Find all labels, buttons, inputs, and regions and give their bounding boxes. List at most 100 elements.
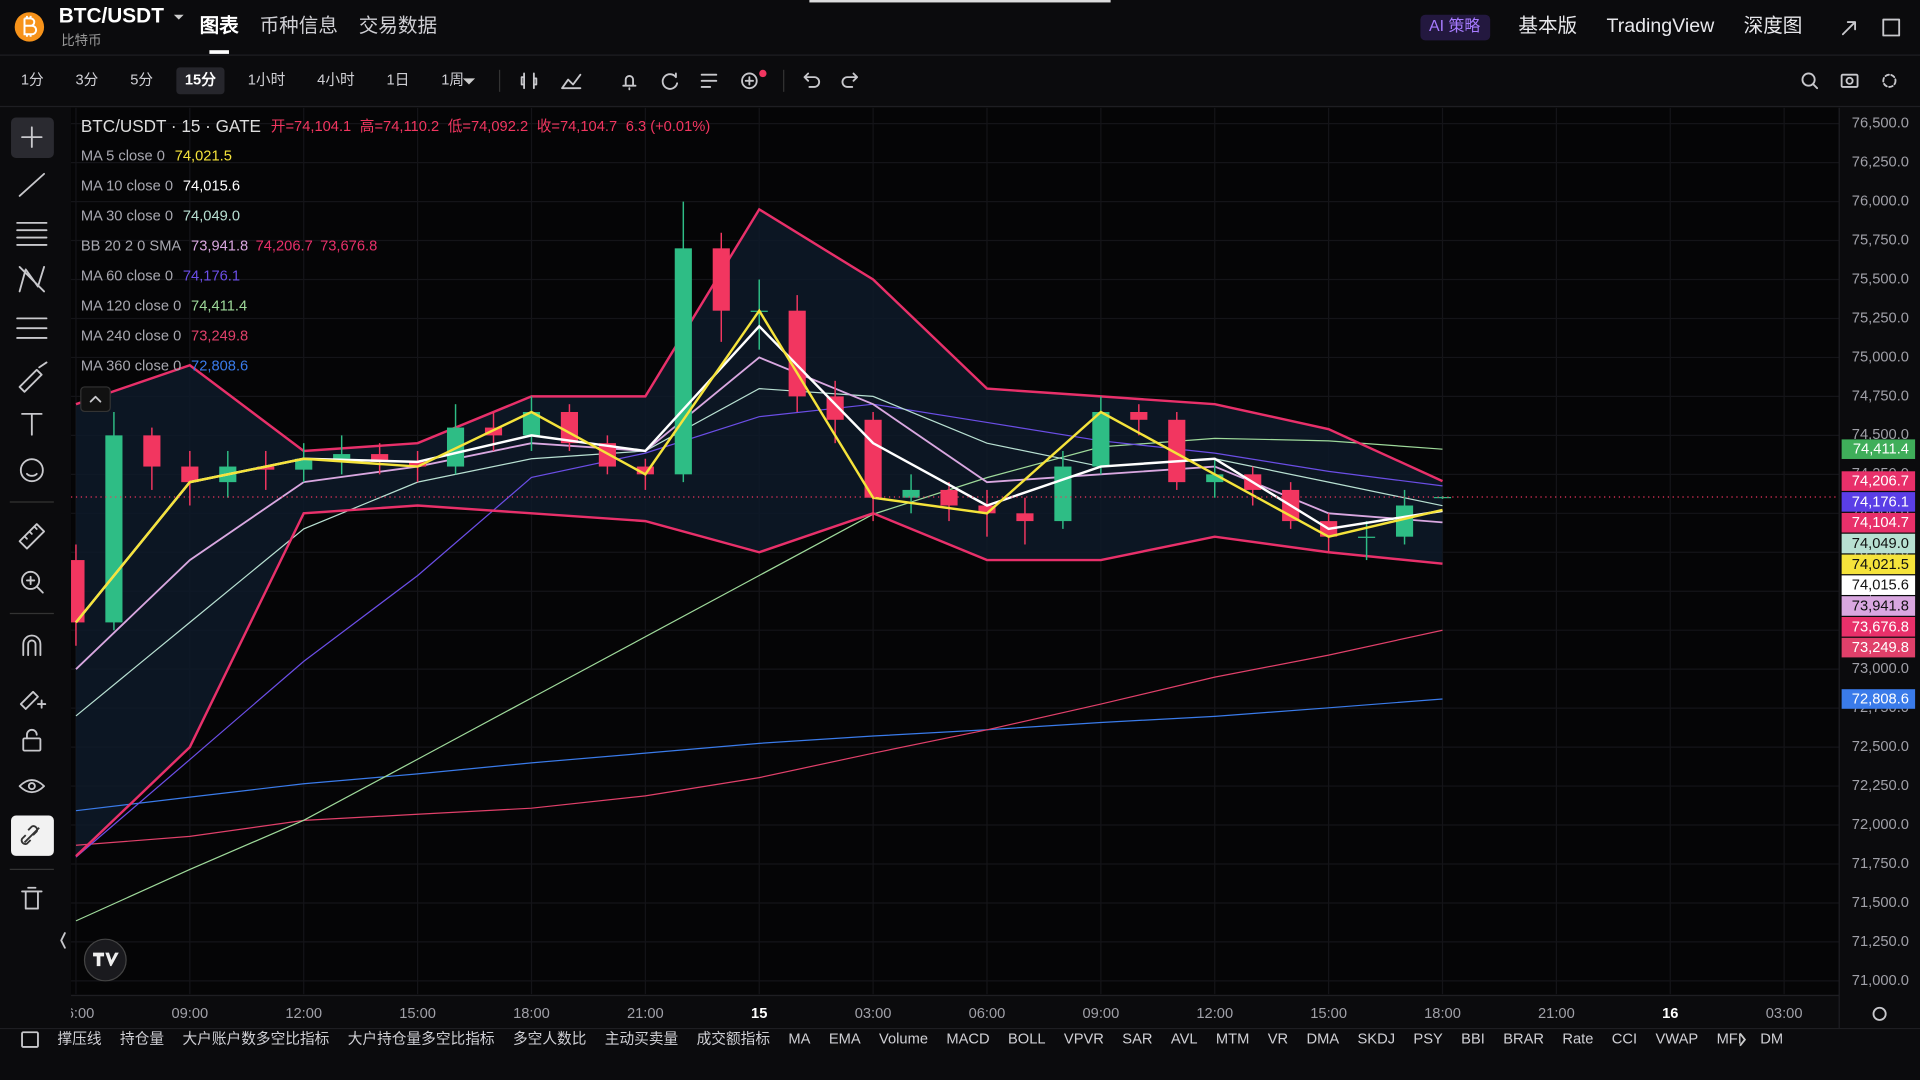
candle-body — [788, 310, 806, 397]
ai-badge-text[interactable]: AI 策略 — [1429, 17, 1480, 35]
indicator[interactable]: 主动买卖量 — [605, 1030, 679, 1047]
indicator[interactable]: 大户账户数多空比指标 — [182, 1030, 329, 1047]
candle-body — [902, 489, 920, 498]
interval[interactable]: 5分 — [130, 72, 153, 89]
indicator[interactable]: VR — [1268, 1031, 1288, 1047]
symbol-dropdown[interactable] — [173, 14, 184, 20]
legend-name: MA 10 close 0 — [81, 179, 173, 195]
redo-icon[interactable] — [841, 72, 859, 88]
indicator[interactable]: MTM — [1216, 1031, 1249, 1047]
window-icon[interactable] — [1882, 18, 1901, 37]
search-icon[interactable] — [1801, 72, 1816, 87]
drawing-tools — [9, 117, 66, 949]
indicator[interactable]: DM — [1760, 1031, 1783, 1047]
magnet-tool[interactable] — [22, 634, 42, 657]
line-tool[interactable] — [18, 172, 45, 197]
interval[interactable]: 4小时 — [317, 72, 355, 89]
price-tick-label: 76,250.0 — [1852, 154, 1909, 170]
indicator[interactable]: CCI — [1612, 1031, 1637, 1047]
add-icon[interactable] — [741, 72, 758, 90]
indicator[interactable]: 多空人数比 — [513, 1030, 586, 1047]
header-link[interactable]: TradingView — [1607, 15, 1716, 37]
lock-draw-tool[interactable] — [19, 690, 47, 710]
indicator[interactable]: 成交额指标 — [697, 1029, 771, 1047]
indicator[interactable]: AVL — [1171, 1031, 1198, 1047]
interval[interactable]: 1周 — [441, 72, 464, 89]
replay-icon[interactable] — [661, 72, 679, 90]
brush-tool[interactable] — [18, 361, 48, 393]
indicator[interactable]: BRAR — [1503, 1031, 1544, 1047]
badge-dot — [759, 69, 767, 78]
indicator[interactable]: VWAP — [1655, 1031, 1698, 1047]
candle-body — [1054, 466, 1072, 522]
indicator[interactable]: BBI — [1461, 1031, 1485, 1047]
interval[interactable]: 15分 — [185, 72, 216, 89]
interval[interactable]: 1小时 — [248, 72, 286, 89]
tabs: 图表 币种信息 交易数据 — [200, 14, 437, 54]
parallel-tool[interactable] — [16, 221, 48, 246]
plot — [71, 107, 1840, 995]
alert-icon[interactable] — [622, 75, 637, 91]
candle-body — [257, 466, 275, 470]
indicator[interactable]: MA — [788, 1031, 810, 1047]
indicator[interactable]: Volume — [879, 1031, 928, 1047]
indicator[interactable]: 大户持仓量多空比指标 — [348, 1030, 495, 1047]
fullscreen-icon[interactable] — [1841, 21, 1857, 36]
ai-badge[interactable] — [1420, 14, 1491, 41]
text-tool[interactable] — [21, 412, 43, 436]
zoom-tool[interactable] — [21, 570, 41, 590]
axis-settings-icon[interactable] — [1872, 1006, 1887, 1021]
symbol[interactable]: BTC/USDT — [59, 5, 164, 28]
tab[interactable]: 交易数据 — [359, 15, 437, 37]
zoom-plus — [26, 575, 44, 594]
indicator[interactable]: EMA — [829, 1031, 861, 1047]
time-tick-label: 16 — [1662, 1006, 1678, 1022]
indicator[interactable]: MFI — [1717, 1031, 1742, 1047]
interval[interactable]: 1分 — [21, 72, 44, 89]
indicator[interactable]: VPVR — [1064, 1031, 1104, 1047]
legend-value: 74,021.5 — [175, 149, 232, 165]
fib-tool[interactable] — [16, 317, 48, 339]
band-fill — [75, 209, 1443, 857]
calendar-icon[interactable] — [21, 1031, 39, 1048]
price-tick-label: 71,000.0 — [1852, 973, 1909, 989]
template-icon[interactable] — [700, 73, 718, 88]
indicator[interactable]: SAR — [1122, 1031, 1152, 1047]
crosshair-tool[interactable] — [21, 126, 43, 148]
ruler-tool[interactable] — [18, 523, 45, 550]
header-link[interactable]: 基本版 — [1518, 15, 1577, 37]
tradingview-logo[interactable] — [83, 938, 127, 982]
interval[interactable]: 3分 — [76, 72, 99, 89]
ohlc-value: 高=74,110.2 — [360, 118, 439, 135]
pattern-tool[interactable] — [18, 266, 45, 293]
tab[interactable]: 图表 — [200, 14, 240, 37]
indicator[interactable]: PSY — [1413, 1031, 1443, 1047]
indicator-scroll[interactable] — [1739, 1032, 1747, 1047]
lock-tool[interactable] — [22, 737, 42, 752]
indicator[interactable]: DMA — [1306, 1031, 1339, 1047]
undo-icon[interactable] — [803, 72, 821, 88]
indicator-icon[interactable] — [561, 73, 582, 90]
lock-shackle — [26, 728, 38, 740]
interval[interactable]: 1日 — [387, 73, 410, 89]
indicator[interactable]: SKDJ — [1358, 1031, 1396, 1047]
emoji-tool[interactable] — [19, 458, 44, 483]
tab[interactable]: 币种信息 — [260, 15, 338, 37]
link-tool[interactable] — [20, 825, 40, 845]
legend-collapse[interactable] — [80, 386, 111, 413]
price-tick-label: 71,250.0 — [1852, 934, 1909, 950]
delete-tool[interactable] — [21, 886, 43, 910]
indicator[interactable]: BOLL — [1008, 1031, 1046, 1047]
indicator[interactable]: 撑压线 — [58, 1030, 102, 1047]
header-link[interactable]: 深度图 — [1744, 15, 1803, 37]
settings-icon[interactable] — [1882, 73, 1897, 88]
indicator[interactable]: Rate — [1562, 1031, 1593, 1047]
camera-icon[interactable] — [1840, 73, 1859, 88]
collapse-toggle[interactable] — [60, 932, 66, 949]
indicator[interactable]: MACD — [946, 1031, 989, 1047]
candle-type-icon[interactable] — [520, 72, 538, 90]
visibility-tool[interactable] — [18, 779, 45, 794]
indicator[interactable]: 持仓量 — [120, 1030, 164, 1047]
interval-dropdown[interactable] — [462, 78, 476, 85]
